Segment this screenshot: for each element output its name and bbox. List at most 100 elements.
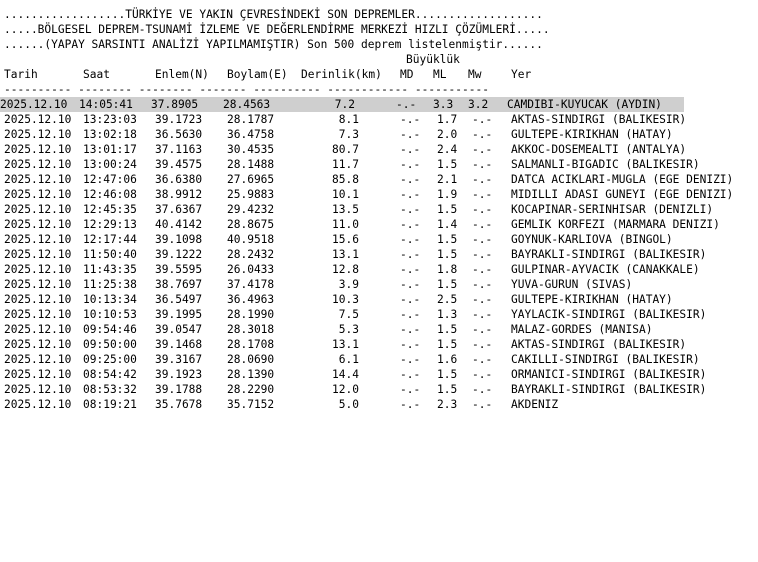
cell-time: 11:25:38 — [83, 278, 137, 291]
cell-mw: -.- — [472, 203, 493, 216]
cell-place: GOYNUK-KARLIOVA (BINGOL) — [511, 233, 673, 246]
cell-depth: 13.1 — [332, 338, 359, 351]
table-row[interactable]: 2025.12.10 11:50:40 39.1222 28.2432 13.1… — [4, 247, 754, 262]
table-row[interactable]: 2025.12.10 09:54:46 39.0547 28.3018 5.3 … — [4, 322, 754, 337]
table-row[interactable]: 2025.12.10 11:43:35 39.5595 26.0433 12.8… — [4, 262, 754, 277]
col-lon: Boylam(E) — [227, 68, 288, 81]
cell-lat: 40.4142 — [155, 218, 203, 231]
cell-time: 12:17:44 — [83, 233, 137, 246]
table-row[interactable]: 2025.12.10 09:50:00 39.1468 28.1708 13.1… — [4, 337, 754, 352]
cell-place: GULTEPE-KIRIKHAN (HATAY) — [511, 293, 673, 306]
table-row[interactable]: 2025.12.10 13:00:24 39.4575 28.1488 11.7… — [4, 157, 754, 172]
cell-md: -.- — [400, 323, 421, 336]
cell-place: AKKOC-DOSEMEALTI (ANTALYA) — [511, 143, 687, 156]
cell-lat: 37.6367 — [155, 203, 203, 216]
col-place: Yer — [511, 68, 532, 81]
cell-time: 13:00:24 — [83, 158, 137, 171]
cell-md: -.- — [400, 368, 421, 381]
cell-depth: 7.2 — [334, 98, 355, 111]
cell-md: -.- — [400, 248, 421, 261]
cell-place: MIDILLI ADASI GUNEYI (EGE DENIZI) — [511, 188, 734, 201]
cell-ml: 2.0 — [437, 128, 458, 141]
cell-date: 2025.12.10 — [4, 368, 72, 381]
cell-md: -.- — [400, 263, 421, 276]
cell-date: 2025.12.10 — [4, 293, 72, 306]
magnitude-group-label: Büyüklük — [406, 53, 460, 66]
cell-lat: 39.3167 — [155, 353, 203, 366]
cell-mw: -.- — [472, 188, 493, 201]
cell-place: CAMDIBI-KUYUCAK (AYDIN) — [507, 98, 662, 111]
header-line-3: ......(YAPAY SARSINTI ANALİZİ YAPILMAMIŞ… — [4, 38, 543, 51]
cell-lat: 39.1788 — [155, 383, 203, 396]
cell-lat: 36.5630 — [155, 128, 203, 141]
cell-md: -.- — [400, 383, 421, 396]
table-row[interactable]: 2025.12.10 12:29:13 40.4142 28.8675 11.0… — [4, 217, 754, 232]
cell-mw: -.- — [472, 113, 493, 126]
cell-depth: 5.0 — [338, 398, 359, 411]
cell-depth: 15.6 — [332, 233, 359, 246]
cell-time: 12:46:08 — [83, 188, 137, 201]
cell-md: -.- — [400, 278, 421, 291]
table-row[interactable]: 2025.12.10 11:25:38 38.7697 37.4178 3.9 … — [4, 277, 754, 292]
cell-ml: 1.5 — [437, 323, 458, 336]
cell-depth: 11.7 — [332, 158, 359, 171]
cell-lon: 40.9518 — [227, 233, 275, 246]
cell-md: -.- — [400, 173, 421, 186]
table-row[interactable]: 2025.12.10 08:53:32 39.1788 28.2290 12.0… — [4, 382, 754, 397]
cell-lon: 28.3018 — [227, 323, 275, 336]
cell-ml: 3.3 — [433, 98, 454, 111]
cell-depth: 3.9 — [338, 278, 359, 291]
table-row[interactable]: 2025.12.10 12:17:44 39.1098 40.9518 15.6… — [4, 232, 754, 247]
table-row[interactable]: 2025.12.10 08:19:21 35.7678 35.7152 5.0 … — [4, 397, 754, 412]
cell-md: -.- — [396, 98, 417, 111]
magnitude-group-header: Büyüklük — [4, 52, 754, 67]
table-row[interactable]: 2025.12.10 12:47:06 36.6380 27.6965 85.8… — [4, 172, 754, 187]
cell-lon: 37.4178 — [227, 278, 275, 291]
cell-date: 2025.12.10 — [4, 188, 72, 201]
cell-lat: 39.4575 — [155, 158, 203, 171]
cell-ml: 1.5 — [437, 338, 458, 351]
cell-ml: 1.4 — [437, 218, 458, 231]
cell-ml: 2.3 — [437, 398, 458, 411]
cell-depth: 10.1 — [332, 188, 359, 201]
cell-mw: -.- — [472, 128, 493, 141]
table-row[interactable]: 2025.12.10 12:46:08 38.9912 25.9883 10.1… — [4, 187, 754, 202]
cell-lon: 36.4758 — [227, 128, 275, 141]
cell-ml: 1.5 — [437, 248, 458, 261]
cell-md: -.- — [400, 308, 421, 321]
table-row[interactable]: 2025.12.10 10:10:53 39.1995 28.1990 7.5 … — [4, 307, 754, 322]
table-row[interactable]: 2025.12.10 13:23:03 39.1723 28.1787 8.1 … — [4, 112, 754, 127]
cell-ml: 1.5 — [437, 368, 458, 381]
header-line-2: .....BÖLGESEL DEPREM-TSUNAMİ İZLEME VE D… — [4, 23, 550, 36]
cell-date: 2025.12.10 — [4, 128, 72, 141]
cell-date: 2025.12.10 — [4, 353, 72, 366]
cell-date: 2025.12.10 — [4, 173, 72, 186]
cell-mw: -.- — [472, 218, 493, 231]
cell-time: 14:05:41 — [79, 98, 133, 111]
cell-time: 12:45:35 — [83, 203, 137, 216]
cell-mw: -.- — [472, 293, 493, 306]
col-mw: Mw — [468, 68, 482, 81]
cell-md: -.- — [400, 353, 421, 366]
cell-depth: 13.1 — [332, 248, 359, 261]
table-row[interactable]: 2025.12.10 13:02:18 36.5630 36.4758 7.3 … — [4, 127, 754, 142]
cell-mw: -.- — [472, 158, 493, 171]
table-row[interactable]: 2025.12.10 13:01:17 37.1163 30.4535 80.7… — [4, 142, 754, 157]
cell-lon: 28.1390 — [227, 368, 275, 381]
cell-lat: 39.1995 — [155, 308, 203, 321]
cell-place: AKTAS-SINDIRGI (BALIKESIR) — [511, 113, 687, 126]
cell-mw: -.- — [472, 143, 493, 156]
table-row[interactable]: 2025.12.10 10:13:34 36.5497 36.4963 10.3… — [4, 292, 754, 307]
cell-place: KOCAPINAR-SERINHISAR (DENIZLI) — [511, 203, 714, 216]
table-row[interactable]: 2025.12.10 12:45:35 37.6367 29.4232 13.5… — [4, 202, 754, 217]
cell-date: 2025.12.10 — [4, 398, 72, 411]
cell-place: YUVA-GURUN (SIVAS) — [511, 278, 633, 291]
cell-md: -.- — [400, 188, 421, 201]
cell-ml: 2.4 — [437, 143, 458, 156]
cell-lat: 39.5595 — [155, 263, 203, 276]
table-row[interactable]: 2025.12.10 08:54:42 39.1923 28.1390 14.4… — [4, 367, 754, 382]
col-ml: ML — [433, 68, 447, 81]
cell-time: 11:50:40 — [83, 248, 137, 261]
table-row[interactable]: 2025.12.10 14:05:41 37.8905 28.4563 7.2 … — [0, 97, 684, 112]
table-row[interactable]: 2025.12.10 09:25:00 39.3167 28.0690 6.1 … — [4, 352, 754, 367]
